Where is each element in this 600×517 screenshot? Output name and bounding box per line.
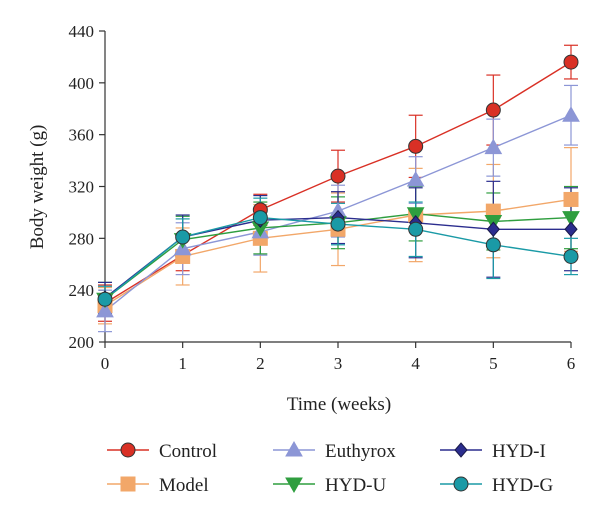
y-tick-label: 400 (69, 74, 95, 93)
series-hyd-g-point (485, 237, 501, 253)
legend-item: HYD-G (440, 475, 553, 496)
y-tick-label: 200 (69, 333, 95, 352)
y-axis-title: Body weight (g) (27, 125, 48, 250)
legend-item: Model (107, 475, 209, 496)
legend-marker (285, 440, 303, 457)
x-axis-title: Time (weeks) (287, 394, 391, 415)
x-tick-label: 5 (489, 354, 498, 373)
series-control-point (563, 54, 579, 70)
legend-item: HYD-U (273, 475, 386, 496)
legend-marker (285, 477, 303, 494)
y-tick-label: 360 (69, 126, 95, 145)
series-hyd-g-point (563, 248, 579, 264)
x-tick-label: 4 (411, 354, 420, 373)
x-tick-label: 2 (256, 354, 265, 373)
series-hyd-g-point (97, 291, 113, 307)
legend-label: HYD-I (492, 441, 546, 462)
legend-label: HYD-G (492, 475, 553, 496)
series-euthyrox-point (96, 301, 114, 318)
series-control-point (330, 168, 346, 184)
series-control-point (408, 138, 424, 154)
series-hyd-i-point (564, 221, 578, 238)
y-tick-label: 320 (69, 178, 95, 197)
legend-label: Control (159, 441, 217, 462)
legend-marker (120, 476, 136, 492)
x-tick-label: 1 (178, 354, 187, 373)
legend-item: HYD-I (440, 441, 546, 462)
axes: 0 1 2 3 4 5 6 200 240 280 320 360 400 440 (69, 22, 576, 373)
series-control-point (485, 102, 501, 118)
legend-marker (454, 442, 468, 458)
legend-label: HYD-U (325, 475, 386, 496)
y-tick-label: 240 (69, 281, 95, 300)
legend-item: Control (107, 441, 217, 462)
series-hyd-g-point (408, 221, 424, 237)
legend-marker (120, 442, 136, 458)
x-tick-label: 6 (567, 354, 576, 373)
x-tick-label: 3 (334, 354, 343, 373)
series-markers (96, 54, 580, 318)
series-hyd-u-point (562, 211, 580, 227)
series-euthyrox-point (562, 106, 580, 122)
series-hyd-u-point (406, 207, 425, 223)
series-model-point (563, 191, 579, 207)
legend: Control Model Euthyrox HYD-U HYD-I HYD-G (107, 440, 553, 496)
series-hyd-g-point (175, 229, 191, 245)
series-euthyrox-point (484, 138, 503, 155)
error-bars (98, 44, 578, 333)
legend-label: Euthyrox (325, 441, 396, 462)
legend-label: Model (159, 475, 209, 496)
series-hyd-g-point (330, 216, 346, 232)
series-hyd-g-point (252, 210, 268, 226)
series-hyd-i-point (486, 221, 500, 238)
series-euthyrox-point (406, 171, 425, 187)
y-tick-label: 440 (69, 22, 95, 41)
legend-marker (453, 476, 469, 492)
legend-item: Euthyrox (273, 440, 396, 462)
x-tick-label: 0 (101, 354, 110, 373)
y-tick-label: 280 (69, 229, 95, 248)
